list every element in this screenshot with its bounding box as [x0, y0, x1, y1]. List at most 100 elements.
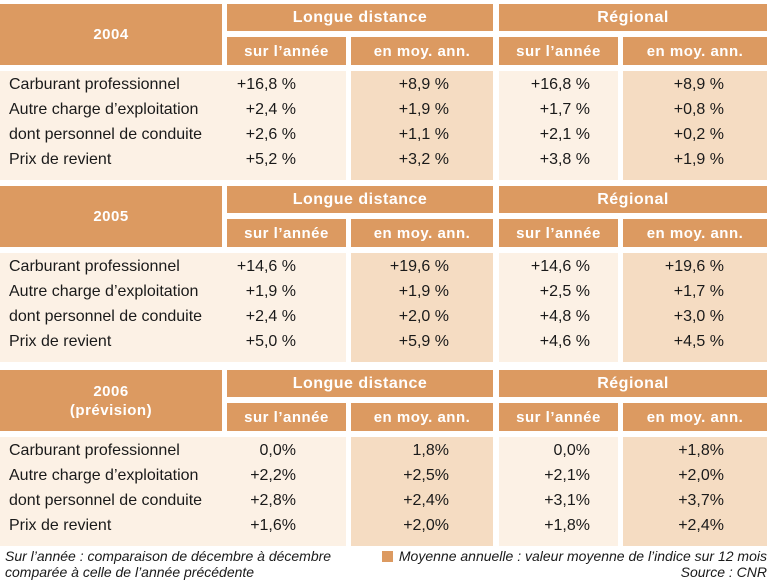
year-label: 2004	[93, 26, 129, 43]
body-bg-reg-annee	[499, 437, 618, 546]
subheader-reg-moyenne: en moy. ann.	[623, 403, 767, 431]
footnote-moyenne-annuelle: Moyenne annuelle : valeur moyenne de l’i…	[381, 548, 767, 580]
value-cell: +2,1%	[544, 467, 590, 484]
table-row: dont personnel de conduite +2,6 % +1,1 %…	[0, 123, 773, 148]
value-cell: +14,6 %	[530, 258, 590, 275]
row-label: Carburant professionnel	[9, 76, 180, 93]
row-label: Carburant professionnel	[9, 442, 180, 459]
subheader-ld-annee: sur l’année	[227, 403, 346, 431]
table-row: Prix de revient +5,0 % +5,9 % +4,6 % +4,…	[0, 330, 773, 355]
value-cell: 0,0%	[553, 442, 590, 459]
block-2006: 2006 (prévision) Longue distance Régiona…	[0, 370, 773, 546]
value-cell: +1,9 %	[398, 101, 449, 118]
year-note: (prévision)	[69, 401, 153, 419]
year-label: 2005	[93, 208, 129, 225]
value-cell: +2,4%	[403, 492, 449, 509]
block-2004: 2004 Longue distance Régional sur l’anné…	[0, 4, 773, 180]
value-cell: 1,8%	[412, 442, 449, 459]
body-bg-reg-annee	[499, 71, 618, 180]
table-row: Carburant professionnel 0,0% 1,8% 0,0% +…	[0, 439, 773, 464]
year-cell: 2005	[0, 186, 222, 247]
value-cell: 0,0%	[259, 442, 296, 459]
year-cell: 2006 (prévision)	[0, 370, 222, 431]
body-bg-labels	[0, 71, 346, 180]
table-row: Carburant professionnel +16,8 % +8,9 % +…	[0, 73, 773, 98]
subheader-ld-moyenne: en moy. ann.	[351, 37, 493, 65]
subheader-ld-moyenne: en moy. ann.	[351, 219, 493, 247]
value-cell: +8,9 %	[673, 76, 724, 93]
table-row: dont personnel de conduite +2,4 % +2,0 %…	[0, 305, 773, 330]
subheader-reg-annee: sur l’année	[499, 403, 618, 431]
value-cell: +3,2 %	[398, 151, 449, 168]
body-bg-reg-annee	[499, 253, 618, 362]
subheader-reg-annee: sur l’année	[499, 37, 618, 65]
value-cell: +2,4 %	[245, 308, 296, 325]
value-cell: +2,8%	[250, 492, 296, 509]
value-cell: +4,8 %	[539, 308, 590, 325]
footnote-line: Moyenne annuelle : valeur moyenne de l’i…	[398, 548, 767, 564]
value-cell: +16,8 %	[530, 76, 590, 93]
value-cell: +16,8 %	[236, 76, 296, 93]
table-row: Autre charge d’exploitation +2,4 % +1,9 …	[0, 98, 773, 123]
subheader-reg-annee: sur l’année	[499, 219, 618, 247]
row-label: Prix de revient	[9, 151, 112, 168]
group-header-regional: Régional	[499, 186, 767, 213]
value-cell: +5,0 %	[245, 333, 296, 350]
value-cell: +8,9 %	[398, 76, 449, 93]
source-note: Source : CNR	[680, 564, 767, 580]
table-row: dont personnel de conduite +2,8% +2,4% +…	[0, 489, 773, 514]
value-cell: +5,9 %	[398, 333, 449, 350]
table-row: Autre charge d’exploitation +1,9 % +1,9 …	[0, 280, 773, 305]
subheader-ld-annee: sur l’année	[227, 37, 346, 65]
subheader-reg-moyenne: en moy. ann.	[623, 219, 767, 247]
body-bg-reg-moyenne	[623, 71, 767, 180]
body-bg-labels	[0, 437, 346, 546]
value-cell: +1,8%	[678, 442, 724, 459]
table-row: Prix de revient +1,6% +2,0% +1,8% +2,4%	[0, 514, 773, 539]
value-cell: +1,8%	[544, 517, 590, 534]
body-bg-reg-moyenne	[623, 253, 767, 362]
footnote-sur-annee: Sur l’année : comparaison de décembre à …	[5, 548, 331, 580]
value-cell: +1,7 %	[539, 101, 590, 118]
value-cell: +2,0%	[403, 517, 449, 534]
value-cell: +3,7%	[678, 492, 724, 509]
block-2005: 2005 Longue distance Régional sur l’anné…	[0, 186, 773, 362]
table-row: Autre charge d’exploitation +2,2% +2,5% …	[0, 464, 773, 489]
row-label: dont personnel de conduite	[9, 308, 203, 325]
row-label: Carburant professionnel	[9, 258, 180, 275]
value-cell: +2,4%	[678, 517, 724, 534]
row-label: Autre charge d’exploitation	[9, 101, 199, 118]
row-label: Prix de revient	[9, 333, 112, 350]
value-cell: +2,2%	[250, 467, 296, 484]
footnote-line: comparée à celle de l’année précédente	[5, 564, 255, 580]
value-cell: +2,6 %	[245, 126, 296, 143]
value-cell: +2,0 %	[398, 308, 449, 325]
row-label: Prix de revient	[9, 517, 112, 534]
value-cell: +1,9 %	[673, 151, 724, 168]
value-cell: +1,9 %	[398, 283, 449, 300]
group-header-longue-distance: Longue distance	[227, 370, 493, 397]
body-bg-labels	[0, 253, 346, 362]
body-bg-ld-moyenne	[351, 253, 493, 362]
footnote-line: Sur l’année : comparaison de décembre à …	[5, 548, 332, 564]
subheader-ld-moyenne: en moy. ann.	[351, 403, 493, 431]
legend-swatch	[381, 551, 393, 562]
body-bg-ld-moyenne	[351, 71, 493, 180]
body-bg-ld-moyenne	[351, 437, 493, 546]
value-cell: +1,9 %	[245, 283, 296, 300]
row-label: dont personnel de conduite	[9, 492, 203, 509]
value-cell: +0,8 %	[673, 101, 724, 118]
value-cell: +1,7 %	[673, 283, 724, 300]
value-cell: +4,6 %	[539, 333, 590, 350]
subheader-ld-annee: sur l’année	[227, 219, 346, 247]
group-header-longue-distance: Longue distance	[227, 186, 493, 213]
value-cell: +2,5 %	[539, 283, 590, 300]
value-cell: +3,0 %	[673, 308, 724, 325]
subheader-reg-moyenne: en moy. ann.	[623, 37, 767, 65]
row-label: Autre charge d’exploitation	[9, 283, 199, 300]
value-cell: +2,4 %	[245, 101, 296, 118]
year-label: 2006	[93, 382, 129, 400]
value-cell: +2,0%	[678, 467, 724, 484]
value-cell: +3,8 %	[539, 151, 590, 168]
